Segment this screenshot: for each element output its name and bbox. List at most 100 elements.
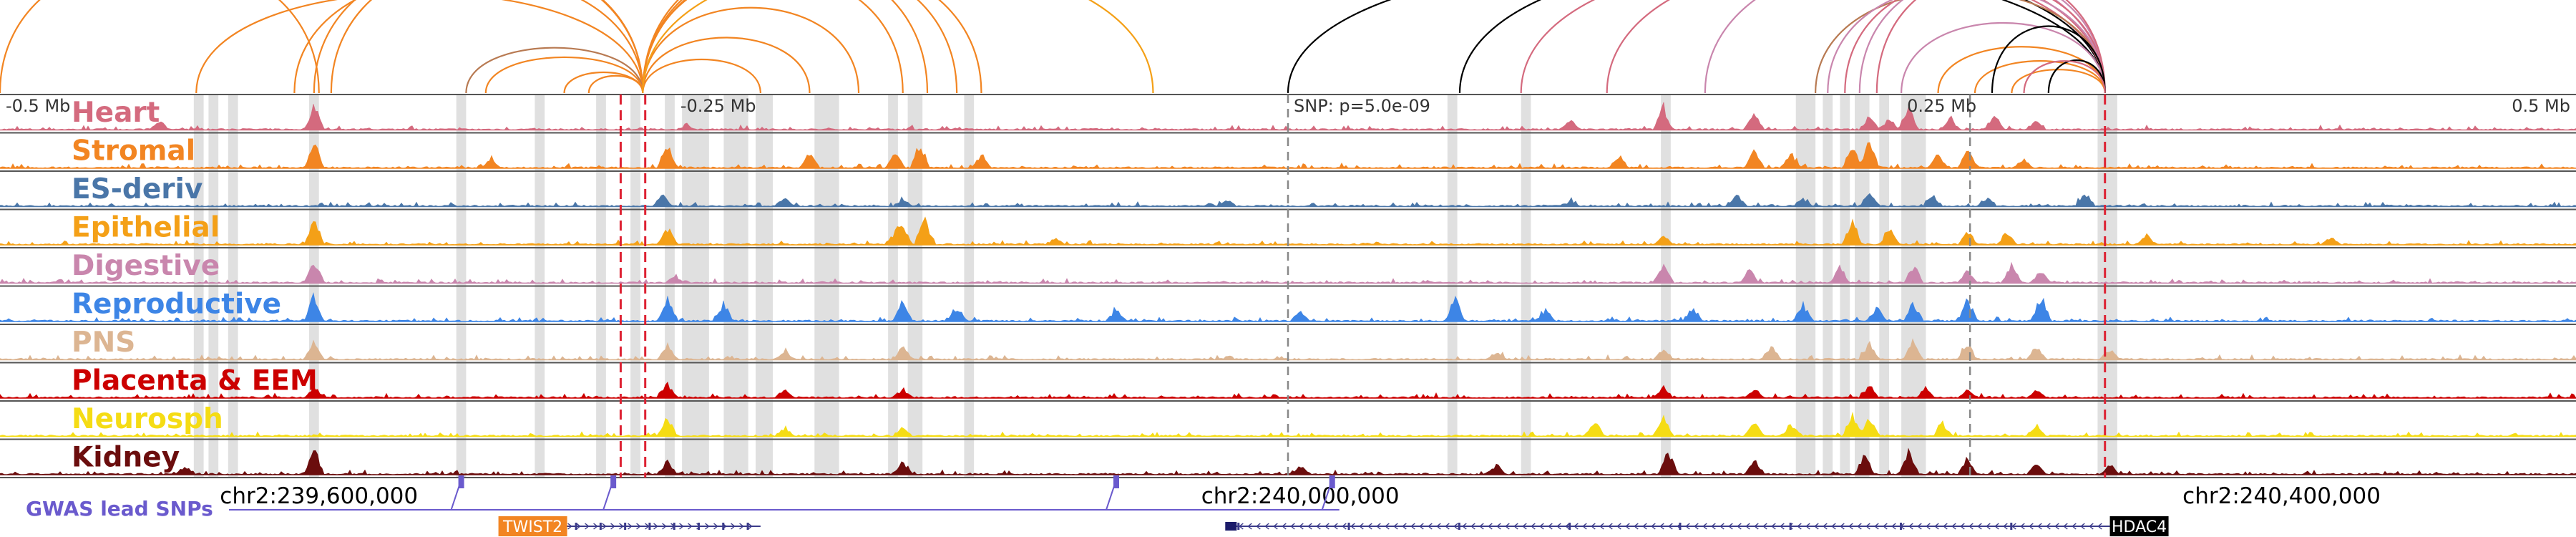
strand-chevron — [1908, 523, 1913, 530]
loop-arc-30 — [2011, 69, 2106, 94]
strand-chevron — [1857, 523, 1862, 530]
loop-arc-23 — [1827, 0, 2106, 94]
track-label-epithelial: Epithelial — [72, 212, 220, 244]
loop-arc-17 — [1287, 0, 2106, 94]
gene-name-label: HDAC4 — [2112, 518, 2167, 536]
track-signal — [0, 412, 2576, 437]
strand-chevron — [1333, 523, 1338, 530]
strand-chevron — [1367, 523, 1372, 530]
track-label-reproductive: Reproductive — [72, 289, 281, 321]
axis-tick-label: -0.25 Mb — [680, 96, 756, 116]
loop-arc-14 — [642, 0, 958, 94]
loop-arc-20 — [1606, 0, 2106, 94]
strand-chevron — [1419, 523, 1424, 530]
loop-arc-5 — [465, 47, 644, 94]
strand-chevron — [1702, 523, 1707, 530]
strand-chevron — [1445, 523, 1450, 530]
strand-chevron — [2063, 523, 2068, 530]
strand-chevron — [1385, 523, 1390, 530]
strand-chevron — [1642, 523, 1647, 530]
gwas-snp-mark — [1329, 475, 1335, 488]
gene-exon — [624, 523, 627, 530]
gene-exon — [698, 523, 700, 530]
strand-chevron — [1917, 523, 1922, 530]
strand-chevron — [713, 523, 718, 530]
strand-chevron — [1926, 523, 1931, 530]
gwas-snp-mark — [458, 475, 464, 488]
strand-chevron — [1342, 523, 1347, 530]
interaction-arcs — [0, 0, 2106, 94]
strand-chevron — [1264, 523, 1269, 530]
loop-arc-1 — [195, 0, 644, 94]
strand-chevron — [1934, 523, 1939, 530]
strand-chevron — [1453, 523, 1458, 530]
gene-exon — [599, 523, 602, 530]
strand-chevron — [1402, 523, 1407, 530]
strand-chevron — [1556, 523, 1561, 530]
strand-chevron — [1479, 523, 1484, 530]
strand-chevron — [1513, 523, 1518, 530]
strand-chevron — [1814, 523, 1819, 530]
strand-chevron — [1290, 523, 1295, 530]
strand-chevron — [602, 523, 607, 530]
strand-chevron — [1951, 523, 1956, 530]
gene-name-label: TWIST2 — [502, 518, 562, 536]
loop-arc-3 — [313, 0, 644, 94]
track-signal — [0, 142, 2576, 169]
strand-chevron — [1659, 523, 1664, 530]
strand-chevron — [1762, 523, 1767, 530]
strand-chevron — [1307, 523, 1312, 530]
gene-twist2: TWIST2 — [498, 516, 761, 536]
track-label-pns: PNS — [72, 326, 135, 359]
track-label-neurosph: Neurosph — [72, 403, 223, 435]
strand-chevron — [1694, 523, 1699, 530]
loop-arc-7 — [563, 71, 644, 94]
gwas-snp-mark — [1113, 475, 1119, 488]
gene-exon — [722, 523, 725, 530]
strand-chevron — [1428, 523, 1433, 530]
strand-chevron — [1977, 523, 1982, 530]
strand-chevron — [1488, 523, 1493, 530]
loop-arc-31 — [2047, 59, 2106, 94]
strand-chevron — [1848, 523, 1853, 530]
strand-chevron — [1831, 523, 1836, 530]
strand-chevron — [636, 523, 641, 530]
strand-chevron — [1548, 523, 1553, 530]
gene-exon — [648, 523, 651, 530]
strand-chevron — [1539, 523, 1544, 530]
strand-chevron — [1840, 523, 1845, 530]
strand-chevron — [2003, 523, 2008, 530]
track-label-heart: Heart — [72, 97, 160, 129]
strand-chevron — [1505, 523, 1510, 530]
strand-chevron — [1616, 523, 1621, 530]
strand-chevron — [1625, 523, 1630, 530]
strand-chevron — [1531, 523, 1536, 530]
loop-arc-18 — [1458, 0, 2106, 94]
track-labels: Heart Stromal ES-deriv Epithelial Digestive R… — [72, 97, 318, 474]
strand-chevron — [1496, 523, 1501, 530]
loop-arc-2 — [293, 0, 644, 94]
gene-label-box — [498, 516, 567, 536]
strand-chevron — [1462, 523, 1467, 530]
gene-exon — [673, 523, 675, 530]
gene-exon — [1789, 523, 1792, 530]
loop-arc-15 — [642, 0, 982, 94]
strand-chevron — [679, 523, 684, 530]
strand-chevron — [1574, 523, 1579, 530]
gene-exon — [1458, 523, 1460, 530]
loop-arc-28 — [1937, 46, 2106, 94]
strand-chevron — [1350, 523, 1355, 530]
strand-chevron — [1591, 523, 1596, 530]
strand-chevron — [1256, 523, 1261, 530]
track-signal — [0, 193, 2576, 207]
strand-chevron — [1780, 523, 1785, 530]
track-es-deriv — [0, 193, 2576, 211]
gene-exon — [746, 523, 749, 530]
loop-arc-25 — [1858, 0, 2106, 94]
strand-chevron — [1891, 523, 1896, 530]
strand-chevron — [1393, 523, 1398, 530]
strand-chevron — [1865, 523, 1870, 530]
strand-chevron — [1376, 523, 1381, 530]
loop-arc-27 — [1901, 21, 2106, 94]
track-label-digestive: Digestive — [72, 250, 220, 282]
